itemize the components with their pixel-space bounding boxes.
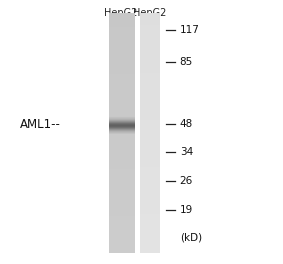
Text: AML1--: AML1-- <box>20 117 61 131</box>
Text: 117: 117 <box>180 25 200 35</box>
Text: 19: 19 <box>180 205 193 215</box>
Text: 85: 85 <box>180 57 193 67</box>
Text: 34: 34 <box>180 147 193 157</box>
Text: HepG2: HepG2 <box>133 8 167 18</box>
Text: HepG2: HepG2 <box>104 8 137 18</box>
Text: (kD): (kD) <box>180 233 202 243</box>
Text: 26: 26 <box>180 176 193 186</box>
Text: 48: 48 <box>180 119 193 129</box>
